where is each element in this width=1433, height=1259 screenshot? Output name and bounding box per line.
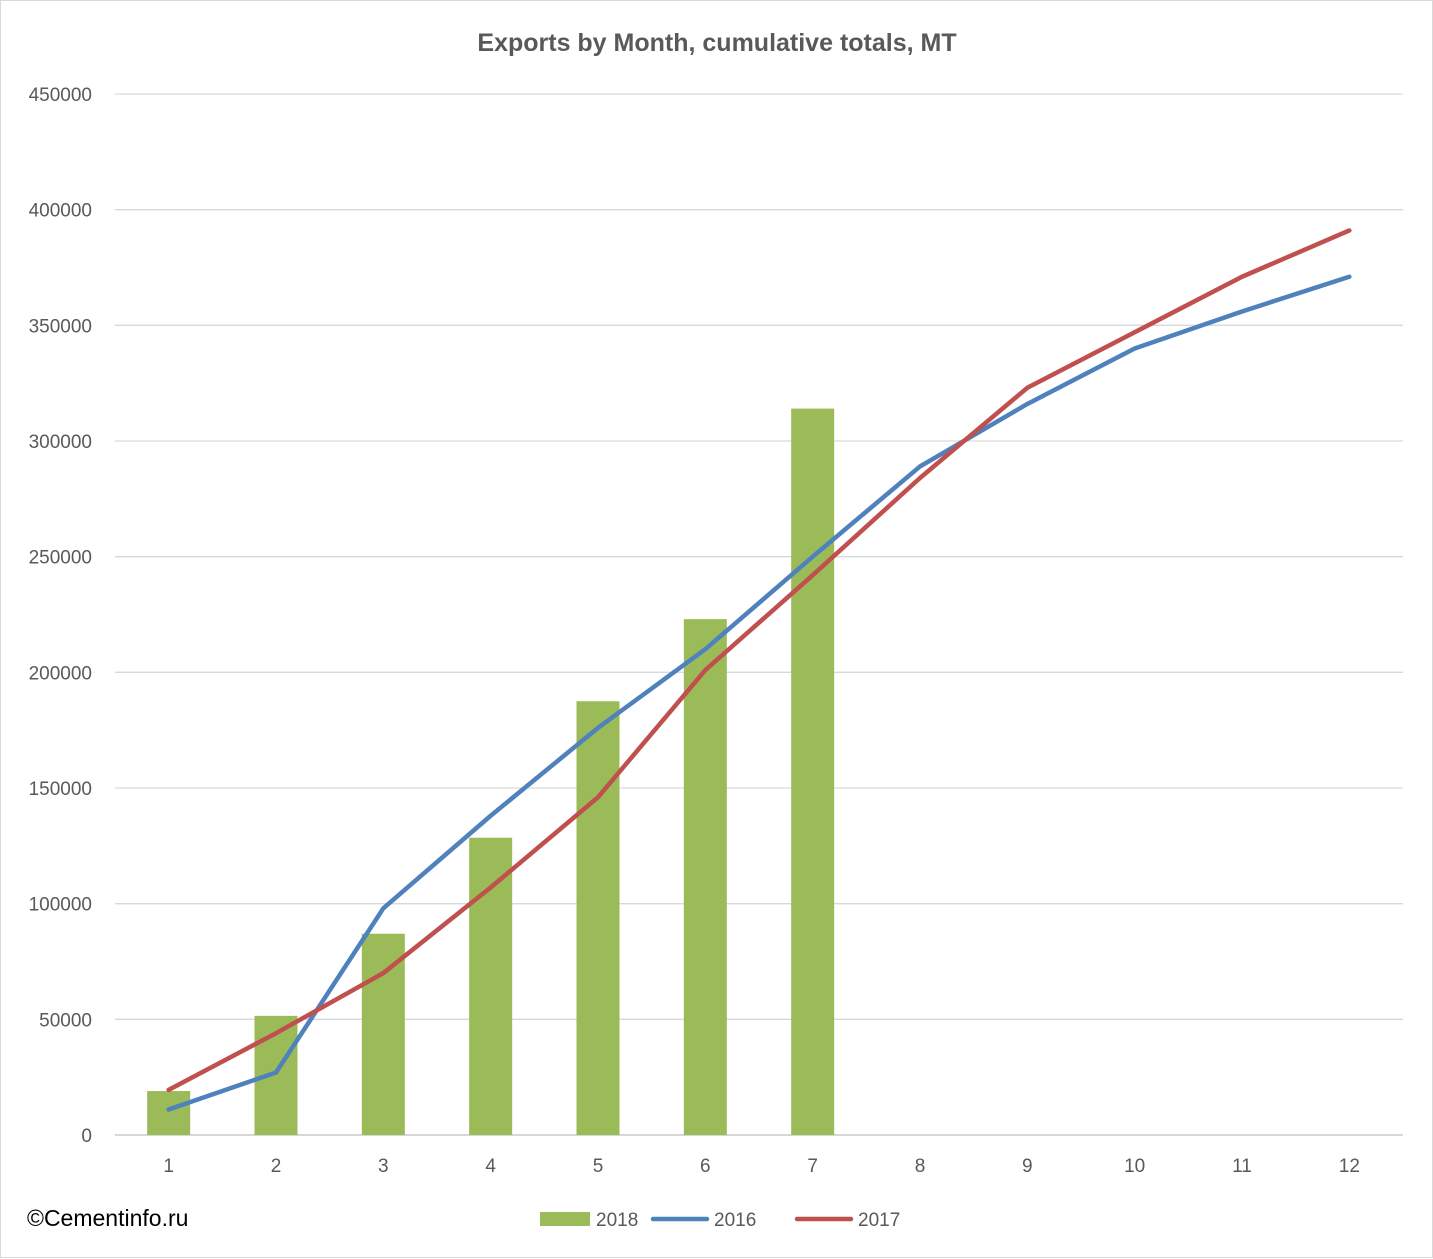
x-axis: 1 2 3 4 5 6 7 8 9 10 11 12 — [163, 1156, 1360, 1177]
x-tick-label: 12 — [1339, 1156, 1360, 1177]
line-2016 — [166, 274, 1352, 1112]
y-tick-label: 450000 — [29, 85, 92, 106]
line-series — [166, 228, 1352, 1112]
chart-title: Exports by Month, cumulative totals, MT — [477, 29, 956, 57]
copyright-text: ©Cementinfo.ru — [27, 1205, 189, 1231]
x-tick-label: 5 — [593, 1156, 604, 1177]
legend-label-2017: 2017 — [858, 1210, 900, 1231]
x-tick-label: 9 — [1022, 1156, 1033, 1177]
x-tick-label: 11 — [1232, 1156, 1252, 1177]
y-tick-label: 250000 — [29, 548, 92, 569]
legend-label-2016: 2016 — [714, 1210, 756, 1231]
x-tick-label: 4 — [485, 1156, 496, 1177]
x-tick-label: 8 — [915, 1156, 926, 1177]
y-tick-label: 300000 — [29, 432, 92, 453]
line-2017 — [166, 228, 1352, 1093]
bar-2018-5 — [576, 701, 620, 1135]
x-tick-label: 7 — [807, 1156, 818, 1177]
bar-2018-6 — [683, 619, 727, 1135]
y-tick-label: 350000 — [29, 316, 92, 337]
bar-2018-7 — [791, 408, 835, 1135]
bar-2018-4 — [469, 837, 513, 1135]
x-tick-label: 6 — [700, 1156, 711, 1177]
gridlines — [115, 93, 1403, 1136]
x-tick-label: 2 — [271, 1156, 282, 1177]
y-axis: 0 50000 100000 150000 200000 250000 300000 3500… — [29, 85, 92, 1147]
y-tick-label: 50000 — [39, 1010, 92, 1031]
bar-series-2018 — [147, 408, 835, 1135]
legend-label-2018: 2018 — [596, 1210, 638, 1231]
y-tick-label: 100000 — [29, 895, 92, 916]
y-tick-label: 200000 — [29, 663, 92, 684]
legend: 2018 2016 2017 — [540, 1210, 900, 1231]
x-tick-label: 10 — [1124, 1156, 1145, 1177]
bar-2018-3 — [361, 933, 405, 1135]
x-tick-label: 3 — [378, 1156, 389, 1177]
legend-swatch-2018 — [540, 1212, 590, 1226]
x-tick-label: 1 — [163, 1156, 174, 1177]
y-tick-label: 400000 — [29, 201, 92, 222]
y-tick-label: 150000 — [29, 779, 92, 800]
bar-2018-1 — [147, 1091, 191, 1135]
y-tick-label: 0 — [81, 1126, 92, 1147]
